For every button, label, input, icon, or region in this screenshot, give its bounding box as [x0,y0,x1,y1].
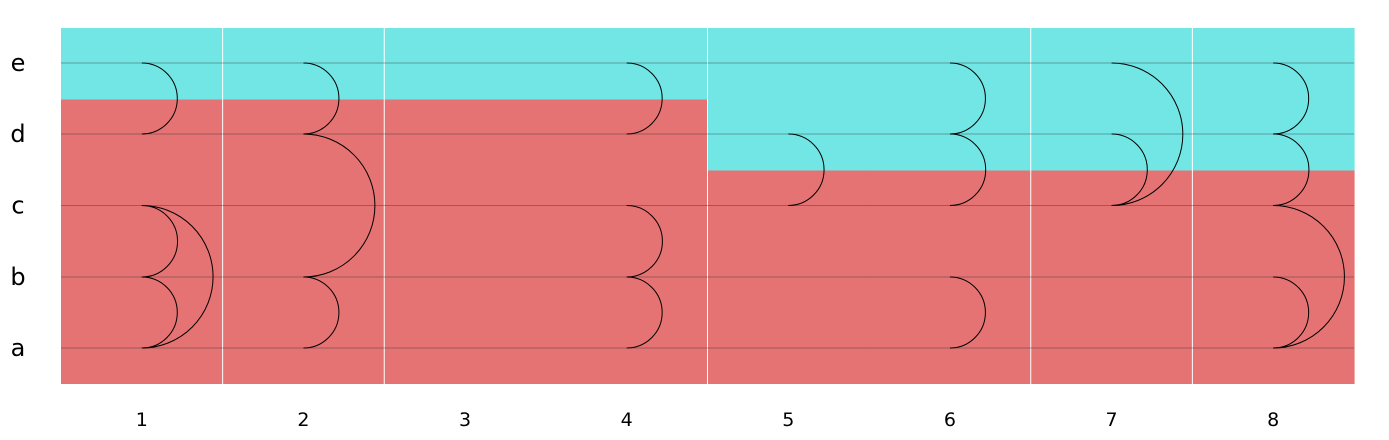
arc-2-d-e [303,62,340,135]
arc-6-c-d [949,133,987,206]
arc-1-b-c [141,205,178,278]
upper-region-col-7 [1030,28,1193,171]
upper-region-col-4 [545,28,709,100]
arc-1-a-c [141,205,214,349]
row-label-b: b [10,263,25,291]
lower-region-col-3 [384,99,547,384]
column-label-8: 8 [1267,409,1279,431]
arc-8-a-b [1273,276,1310,349]
arc-5-c-d [788,133,825,206]
arc-6-a-b [949,276,986,349]
arc-1-a-b [141,276,178,349]
column-label-4: 4 [621,409,633,431]
column-labels: 1 2 3 4 5 6 7 8 [136,409,1279,431]
arc-8-d-e [1273,62,1310,135]
arc-7-c-d [1111,133,1148,206]
column-label-1: 1 [136,409,148,431]
upper-region-col-5 [707,28,870,171]
arc-2-b-d [303,133,376,278]
arc-6-d-e [949,62,986,135]
row-labels: a b c d e [10,49,25,362]
lower-region-col-1 [61,99,224,384]
column-dividers [222,28,1193,384]
upper-region-col-1 [61,28,224,100]
row-label-a: a [11,334,26,362]
arc-7-c-e [1111,62,1184,206]
arc-8-a-c [1273,205,1345,349]
row-label-d: d [10,120,25,148]
arc-4-d-e [626,62,663,135]
column-label-6: 6 [944,409,956,431]
arcs [141,62,1345,349]
upper-region-col-6 [869,28,1032,171]
arc-4-a-b [626,276,663,349]
lower-region-col-4 [545,99,709,384]
upper-region-col-8 [1192,28,1355,171]
row-label-c: c [11,192,24,220]
column-label-5: 5 [782,409,794,431]
arc-1-d-e [141,62,178,135]
column-label-2: 2 [297,409,309,431]
row-label-e: e [11,49,26,77]
column-label-7: 7 [1106,409,1118,431]
upper-region-col-3 [384,28,547,100]
upper-region-col-2 [222,28,385,100]
lower-region-col-2 [222,99,385,384]
arc-4-b-c [626,205,663,278]
column-label-3: 3 [459,409,471,431]
arc-2-a-b [303,276,340,349]
arc-8-c-d [1273,133,1310,206]
row-lines [61,62,1354,349]
